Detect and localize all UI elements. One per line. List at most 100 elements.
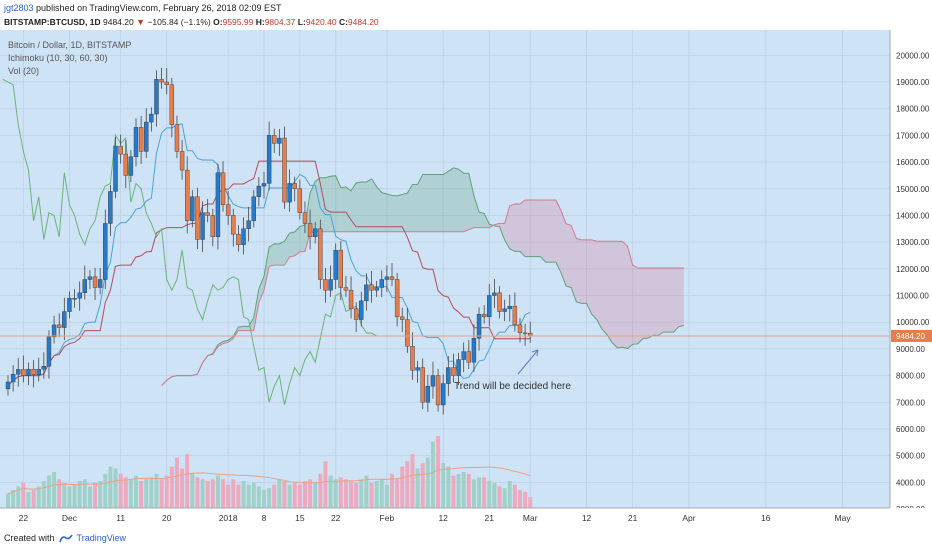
- cloud-segment: [258, 276, 264, 303]
- volume-bar: [46, 475, 51, 508]
- annotation-text: Trend will be decided here: [454, 381, 571, 392]
- tradingview-logo-icon: [58, 534, 73, 543]
- candle-body: [297, 188, 303, 213]
- cloud-segment: [381, 192, 387, 232]
- volume-bar: [77, 481, 82, 508]
- cloud-segment: [279, 241, 285, 266]
- cloud-segment: [668, 268, 674, 333]
- volume-bar: [436, 436, 441, 508]
- candle-body: [108, 191, 113, 224]
- candle-body: [292, 183, 297, 189]
- date-tick-label: 16: [761, 513, 771, 523]
- cloud-segment: [550, 199, 556, 263]
- volume-bar: [492, 482, 497, 508]
- date-tick-label: Apr: [682, 513, 695, 523]
- candle-body: [77, 292, 82, 299]
- candle-body: [184, 169, 190, 221]
- candle-body: [31, 368, 36, 375]
- volume-ma-line: [7, 466, 531, 495]
- candle-body: [405, 319, 410, 347]
- cloud-segment: [622, 241, 628, 349]
- volume-bar: [441, 463, 446, 508]
- candle-body: [476, 313, 482, 339]
- volume-bar: [210, 479, 215, 508]
- date-tick-label: Feb: [380, 513, 395, 523]
- candle-body: [338, 249, 343, 288]
- volume-bar: [123, 477, 128, 508]
- volume-bar: [328, 475, 333, 508]
- cloud-segment: [325, 176, 331, 232]
- volume-bar: [159, 479, 164, 508]
- volume-bar: [149, 477, 154, 508]
- candle-body: [502, 308, 507, 312]
- cloud-segment: [576, 238, 582, 304]
- candle-body: [466, 351, 471, 363]
- candle-body: [16, 369, 21, 375]
- volume-bar: [400, 466, 405, 508]
- candle-body: [471, 338, 477, 363]
- date-tick-label: 8: [262, 513, 267, 523]
- chart-area[interactable]: 3000.004000.005000.006000.007000.008000.…: [0, 30, 932, 528]
- price-tick-label: 6000.00: [896, 425, 925, 434]
- candle-body: [225, 204, 231, 216]
- chart-title: Bitcoin / Dollar, 1D, BITSTAMP: [8, 40, 131, 50]
- cloud-segment: [555, 199, 561, 273]
- candle-body: [302, 212, 308, 224]
- cloud-segment: [678, 268, 684, 327]
- candle-body: [272, 135, 277, 144]
- volume-bar: [215, 475, 220, 508]
- price-axis[interactable]: 3000.004000.005000.006000.007000.008000.…: [889, 30, 932, 528]
- chart-legend: Bitcoin / Dollar, 1D, BITSTAMP Ichimoku …: [8, 40, 131, 76]
- volume-bar: [461, 472, 466, 508]
- volume-bar: [446, 466, 451, 508]
- candle-body: [415, 367, 420, 371]
- cloud-segment: [238, 326, 244, 331]
- volume-bar: [451, 475, 456, 508]
- candle-body: [123, 153, 128, 176]
- date-tick-label: Dec: [62, 513, 78, 523]
- cloud-segment: [632, 265, 638, 345]
- cloud-segment: [581, 239, 587, 304]
- volume-bar: [410, 454, 415, 508]
- tradingview-link[interactable]: TradingView: [76, 533, 127, 543]
- price-tick-label: 10000.00: [896, 318, 930, 327]
- candle-body: [138, 127, 144, 152]
- date-tick-label: Mar: [523, 513, 538, 523]
- cloud-segment: [243, 326, 249, 331]
- candle-body: [36, 368, 41, 375]
- volume-bar: [379, 479, 384, 508]
- volume-bar: [466, 473, 471, 508]
- volume-bar: [36, 486, 41, 508]
- cloud-segment: [351, 182, 357, 232]
- volume-bar: [528, 497, 533, 508]
- cloud-segment: [458, 169, 464, 232]
- cloud-segment: [402, 193, 408, 232]
- candle-body: [307, 223, 313, 238]
- date-tick-label: 21: [485, 513, 495, 523]
- low-label: L:: [297, 17, 306, 27]
- volume-bar: [477, 477, 482, 508]
- cloud-segment: [284, 233, 290, 266]
- volume-bar: [82, 479, 87, 508]
- candle-body: [144, 121, 149, 152]
- candle-body: [210, 215, 216, 238]
- senkou-span-a: [161, 167, 684, 386]
- cloud-segment: [427, 174, 433, 232]
- candle-body: [359, 300, 364, 320]
- volume-bar: [308, 479, 313, 508]
- candle-body: [384, 276, 390, 280]
- cloud-segment: [412, 184, 418, 232]
- date-axis[interactable]: 22 Dec 11 20 2018 8 15 22 Feb 12 21 Mar 12 21 Apr 16 May: [0, 507, 932, 528]
- cloud-segment: [591, 239, 597, 320]
- volume-bar: [226, 484, 231, 508]
- cloud-segment: [473, 195, 480, 228]
- close-value: 9484.20: [347, 17, 379, 27]
- volume-bar: [205, 481, 210, 508]
- candle-body: [266, 135, 272, 184]
- author-link[interactable]: jgt2803: [4, 3, 34, 13]
- volume-bar: [164, 475, 169, 508]
- annotation: Trend will be decided here: [454, 349, 571, 392]
- cloud-segment: [356, 181, 362, 232]
- price-chart[interactable]: 3000.004000.005000.006000.007000.008000.…: [0, 30, 932, 528]
- candle-body: [241, 228, 246, 246]
